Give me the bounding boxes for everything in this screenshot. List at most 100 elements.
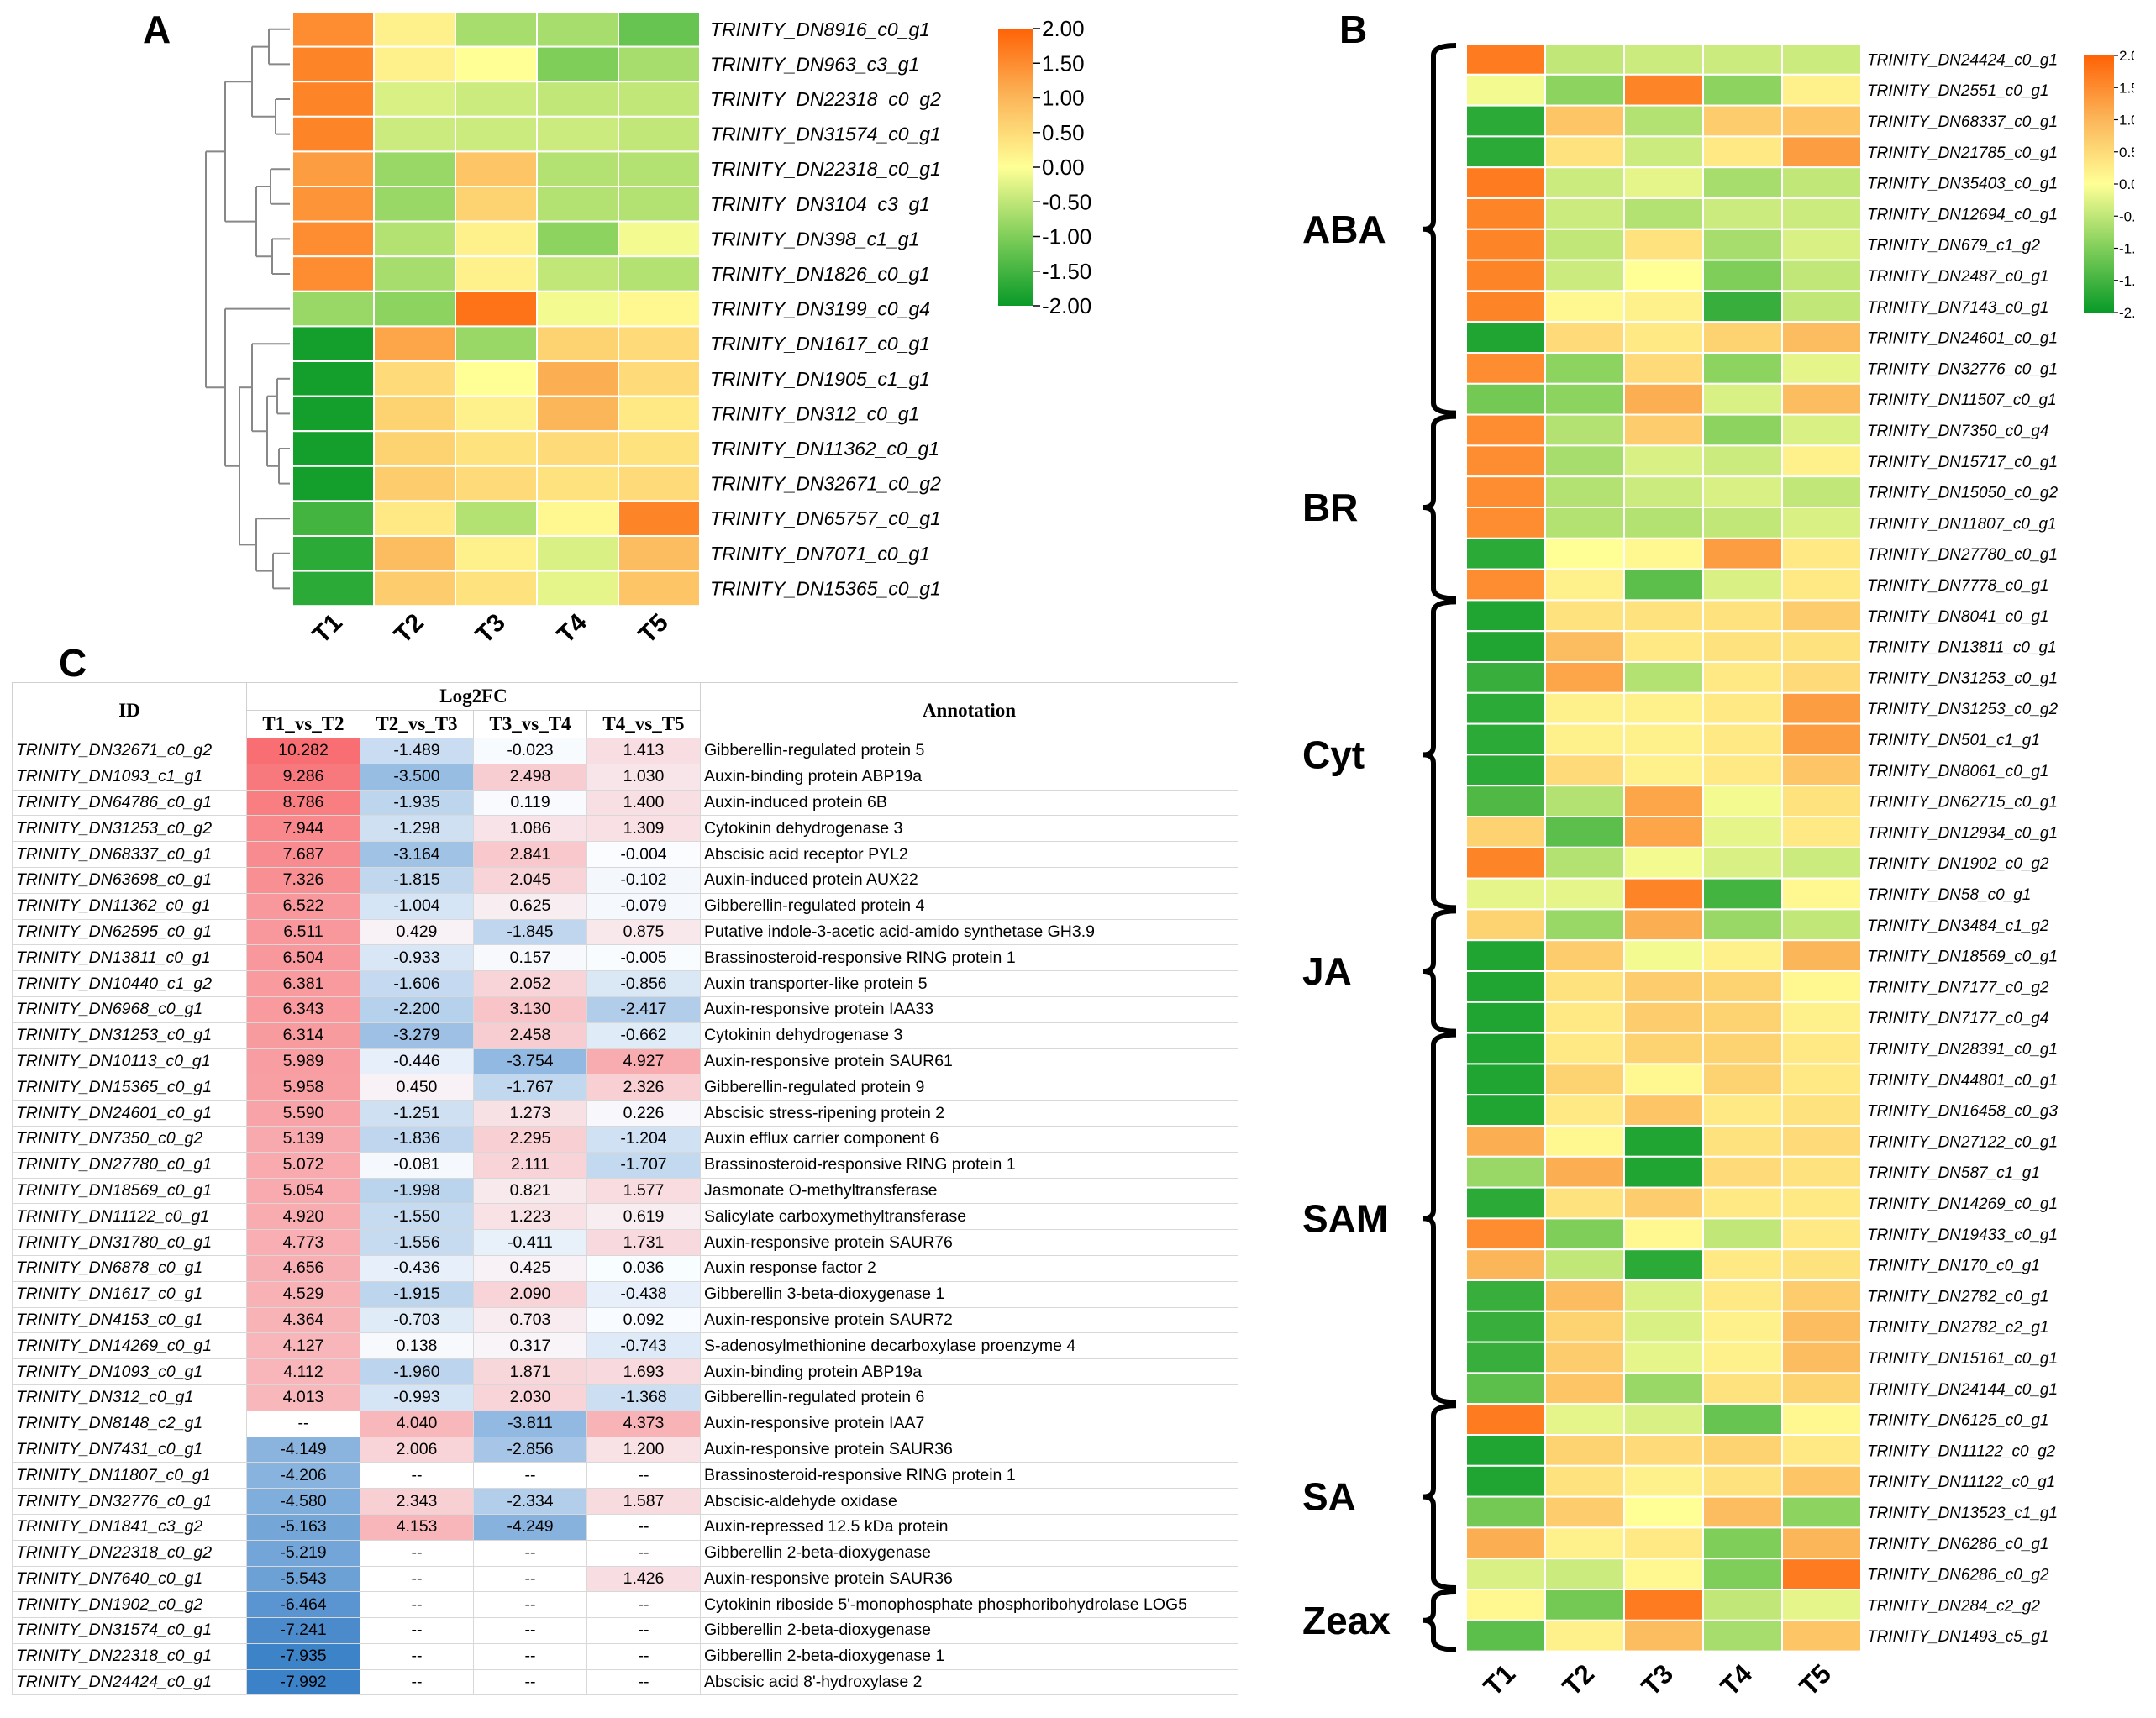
row-label: TRINITY_DN12694_c0_g1 [1867, 206, 2058, 223]
cell-log2fc: 4.773 [246, 1229, 360, 1256]
cell-log2fc: -2.200 [360, 996, 474, 1023]
heat-cell [1465, 1310, 1546, 1343]
heat-cell [1465, 1526, 1546, 1560]
group-label: JA [1302, 949, 1352, 993]
heat-cell [1781, 691, 1862, 725]
row-label: TRINITY_DN1902_c0_g2 [1867, 855, 2049, 873]
cell-log2fc: 6.504 [246, 944, 360, 972]
heat-cell [1781, 1125, 1862, 1158]
heat-cell [1623, 197, 1704, 230]
cell-annotation: S-adenosylmethionine decarboxylase proen… [700, 1332, 1238, 1360]
heat-cell [1702, 228, 1783, 261]
heat-cell [1544, 1526, 1625, 1560]
heat-cell [373, 220, 456, 258]
heat-cell [455, 395, 538, 433]
heat-cell [292, 535, 375, 572]
heat-cell [1623, 382, 1704, 416]
cell-log2fc: 2.006 [360, 1436, 474, 1463]
cell-log2fc: -- [473, 1642, 587, 1670]
heat-cell [1544, 1310, 1625, 1343]
cell-log2fc: -- [586, 1668, 701, 1696]
heat-cell [1465, 1094, 1546, 1127]
cell-annotation: Gibberellin 2-beta-dioxygenase 1 [700, 1642, 1238, 1670]
heat-cell [1465, 73, 1546, 107]
heat-cell [1465, 970, 1546, 1003]
row-label: TRINITY_DN8041_c0_g1 [1867, 608, 2049, 626]
heat-cell [536, 430, 619, 467]
cell-log2fc: 1.426 [586, 1565, 701, 1593]
heat-cell [1544, 1495, 1625, 1529]
heat-cell [1781, 846, 1862, 880]
group-brace [1422, 1403, 1457, 1590]
cell-annotation: Gibberellin 3-beta-dioxygenase 1 [700, 1280, 1238, 1308]
table-row: TRINITY_DN11807_c0_g1 -4.206 -- -- -- Brassin… [12, 1462, 1238, 1489]
heat-cell [1702, 1155, 1783, 1189]
cell-log2fc: 4.127 [246, 1332, 360, 1360]
heat-cell [1623, 1464, 1704, 1498]
row-label: TRINITY_DN284_c2_g2 [1867, 1597, 2040, 1615]
heat-cell [373, 360, 456, 397]
heat-cell [1623, 1001, 1704, 1034]
heat-cell [1544, 908, 1625, 942]
heat-cell [1465, 630, 1546, 664]
cell-log2fc: -1.836 [360, 1125, 474, 1153]
legend-tick-label: -0.50 [1042, 189, 1091, 214]
heat-cell [1702, 599, 1783, 633]
cell-annotation: Auxin-responsive protein SAUR36 [700, 1565, 1238, 1593]
row-label: TRINITY_DN2551_c0_g1 [1867, 82, 2049, 100]
column-label: T1 [1477, 1658, 1521, 1702]
cell-log2fc: -1.251 [360, 1100, 474, 1127]
heat-cell [1623, 259, 1704, 292]
heat-cell [373, 325, 456, 362]
heat-cell [1623, 1310, 1704, 1343]
cell-log2fc: 2.030 [473, 1384, 587, 1411]
cell-log2fc: 4.373 [586, 1410, 701, 1437]
heat-cell [1465, 413, 1546, 447]
heat-cell [1781, 1094, 1862, 1127]
cell-log2fc: -1.845 [473, 918, 587, 946]
cell-log2fc: 0.157 [473, 944, 587, 972]
heat-cell [1781, 816, 1862, 848]
heat-cell [536, 11, 619, 48]
row-label: TRINITY_DN32776_c0_g1 [1867, 360, 2058, 378]
heatmap-a: TRINITY_DN8916_c0_g1 TRINITY_DN963_c3_g1 T… [205, 11, 1091, 649]
heat-cell [1465, 135, 1546, 169]
row-label: TRINITY_DN2782_c0_g1 [1867, 1288, 2049, 1306]
heat-cell [1781, 970, 1862, 1003]
heat-cell [373, 115, 456, 153]
heat-cell [1465, 1001, 1546, 1034]
cell-annotation: Auxin-induced protein AUX22 [700, 866, 1238, 894]
heat-cell [1465, 166, 1546, 199]
table-row: TRINITY_DN31253_c0_g2 7.944 -1.298 1.086 1.3… [12, 815, 1238, 843]
heat-cell [373, 186, 456, 223]
heat-cell [536, 500, 619, 538]
cell-log2fc: 5.989 [246, 1048, 360, 1075]
heat-cell [455, 11, 538, 48]
cell-log2fc: 5.054 [246, 1177, 360, 1205]
heat-cell [1781, 507, 1862, 539]
cell-log2fc: -1.915 [360, 1280, 474, 1308]
cell-log2fc: 5.958 [246, 1074, 360, 1101]
heat-cell [455, 500, 538, 538]
heat-cell [1702, 259, 1783, 292]
heat-cell [1623, 413, 1704, 447]
heat-cell [1465, 197, 1546, 230]
heat-cell [1623, 1495, 1704, 1529]
heat-cell [1781, 1495, 1862, 1529]
heat-cell [1623, 73, 1704, 107]
heat-cell [1465, 661, 1546, 694]
cell-annotation: Gibberellin-regulated protein 6 [700, 1384, 1238, 1411]
heat-cell [455, 360, 538, 397]
heat-cell [1702, 321, 1783, 355]
row-label: TRINITY_DN11122_c0_g2 [1867, 1442, 2056, 1460]
legend-tick-label: -2.00 [1042, 293, 1091, 318]
row-label: TRINITY_DN7177_c0_g4 [1867, 1010, 2049, 1027]
column-label: T1 [308, 608, 348, 649]
heat-cell [618, 45, 701, 83]
heat-cell [1544, 1125, 1625, 1158]
heat-cell [1544, 444, 1625, 478]
heat-cell [1702, 104, 1783, 138]
heat-cell [1465, 1248, 1546, 1281]
heat-cell [1781, 1032, 1862, 1065]
cell-annotation: Gibberellin-regulated protein 9 [700, 1074, 1238, 1101]
